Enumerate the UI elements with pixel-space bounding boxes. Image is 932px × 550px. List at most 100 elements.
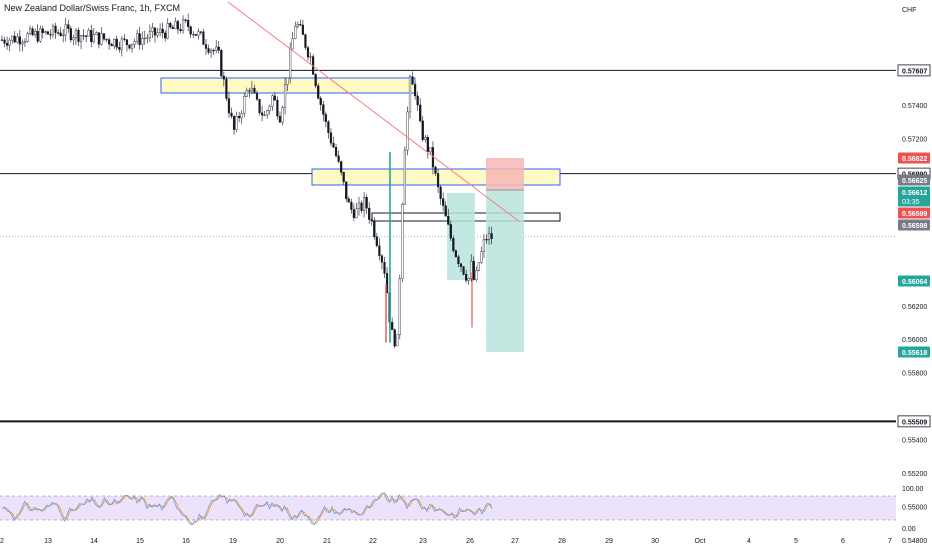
level-price-label: 0.55509 [902,419,927,426]
candle-body [238,115,241,119]
level-price-label-bg[interactable] [898,415,930,427]
level-price-label-border [897,415,931,428]
candle-body [306,47,310,58]
candle-body [350,201,353,210]
candle-body [102,33,106,40]
time-tick-label: 16 [182,538,190,545]
level-price-label-bg[interactable] [898,64,930,76]
candle-body [355,208,358,219]
candle-body [360,202,363,211]
candle-body [79,35,83,42]
candle-body [227,98,231,114]
candle-body [176,21,180,30]
candle-body [59,32,62,37]
take-profit-area[interactable] [486,190,524,352]
candle-body [41,28,44,33]
candle-body [278,115,282,123]
price-badge-label: 0.56599 [902,211,927,218]
trend-line[interactable] [227,1,521,223]
candle-body [230,112,233,117]
candle-body [151,27,154,32]
price-badge-bg[interactable] [898,174,930,186]
candle-body [299,24,302,26]
candle-body [401,204,404,279]
candle-body [130,43,134,49]
candle-body [309,56,312,58]
candle-body [146,37,149,39]
candle-body [118,47,121,50]
time-tick-label: 14 [90,538,98,545]
candle-body [74,29,78,38]
rsi-band [0,496,896,520]
price-badge-bg[interactable] [898,152,930,164]
time-tick-label: Oct [695,538,706,545]
candle-body [480,251,483,263]
candle-body [421,120,424,140]
price-badge-bg[interactable] [898,207,930,219]
currency-label: CHF [902,7,916,14]
candle-body [271,95,274,107]
price-badge-bg[interactable] [898,346,930,358]
candle-body [424,137,427,140]
candle-body [62,34,65,37]
candle-body [385,273,389,293]
level-price-label: 0.57607 [902,68,927,75]
price-axis[interactable]: CHF 0.57400 0.57200 0.56200 0.56000 0.55800 0.… [897,7,931,545]
price-badge-label: 0.56064 [902,279,927,286]
price-tick-label: 0.57200 [902,136,927,143]
price-badge-bg[interactable] [898,275,930,287]
rsi-tick-label: 0.00 [902,526,916,533]
candle-body [477,262,480,271]
candle-body [100,33,103,45]
candle-body [133,41,136,45]
candle-body [90,29,93,43]
candle-body [23,41,27,43]
candle-body [248,90,251,92]
candle-body [337,155,340,162]
candle-body [113,38,116,47]
candle-body [454,250,457,258]
candle-body [245,90,248,97]
candle-body [263,114,266,117]
candle-body [490,233,493,239]
stop-loss-area[interactable] [486,158,524,190]
candle-body [51,25,55,35]
candle-body [487,233,491,240]
time-tick-label: 29 [605,538,613,545]
candle-body [5,43,9,46]
time-tick-label: 7 [888,538,892,545]
candle-body [378,245,381,257]
candle-body [368,207,371,220]
candle-body [161,28,164,34]
candle-body [304,34,307,48]
price-badge-bg[interactable] [898,186,930,198]
candle-body [370,219,373,222]
candle-body [209,49,213,53]
candle-body [317,85,320,99]
candle-body [470,260,473,279]
candle-body [136,33,139,42]
candle-body [39,28,42,42]
trend-line-descending[interactable] [227,1,521,223]
candle-body [434,166,437,174]
candle-body [357,202,361,209]
candle-body [380,255,384,263]
candle-body [332,142,335,148]
price-badge-bg[interactable] [898,219,930,231]
candle-body [8,39,11,46]
candle-body [125,39,129,46]
price-tick-label: 0.55800 [902,371,927,378]
candle-body [16,36,19,43]
candle-body [31,28,34,36]
candle-body [225,78,228,99]
zone-rectangles[interactable] [160,77,561,222]
time-tick-label: 15 [136,538,144,545]
time-axis[interactable]: 2 13 14 15 16 19 20 21 22 23 26 27 28 29 30 Oct 4 5 6 7 [0,538,892,545]
candle-body [207,48,210,53]
candle-body [289,48,292,79]
candle-body [329,132,333,144]
candle-body [115,38,118,48]
candle-body [3,39,6,44]
candle-body [128,44,131,49]
